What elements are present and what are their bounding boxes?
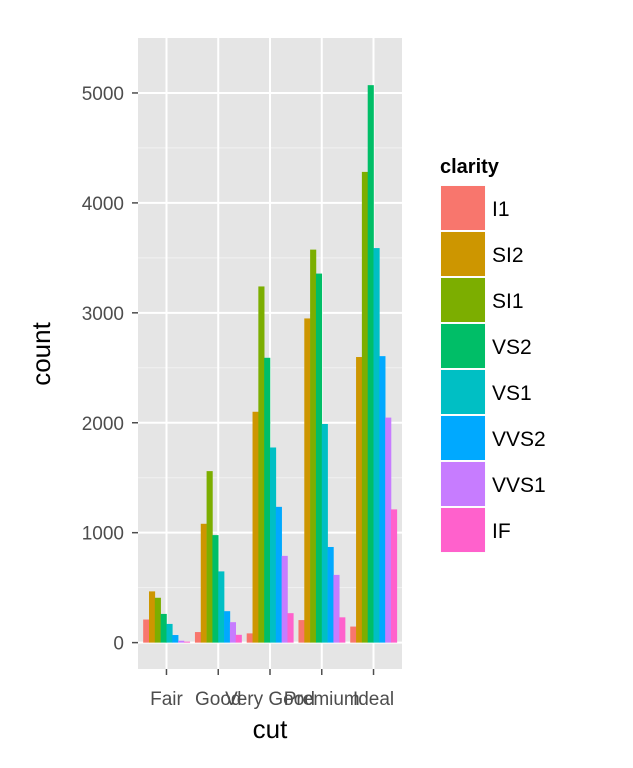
bar — [287, 613, 294, 643]
bar — [304, 318, 311, 643]
legend-label: SI1 — [492, 290, 524, 313]
bar — [391, 509, 398, 643]
x-tick-label: Ideal — [353, 689, 394, 710]
bar — [373, 248, 380, 643]
bar — [246, 633, 253, 643]
y-tick-label: 2000 — [82, 414, 124, 435]
legend-label: VVS1 — [492, 474, 546, 497]
bar — [275, 506, 282, 643]
bar — [315, 273, 323, 643]
bar — [270, 447, 277, 643]
bar — [367, 85, 374, 643]
bar — [200, 523, 207, 643]
bar — [339, 617, 346, 643]
bar — [333, 574, 340, 643]
bar — [149, 591, 156, 643]
y-axis-title: count — [26, 321, 56, 385]
bar — [172, 635, 179, 643]
legend-label: VS1 — [492, 382, 532, 405]
legend-key — [441, 324, 485, 368]
bar — [235, 634, 242, 643]
bar — [252, 411, 259, 643]
bar — [385, 417, 392, 643]
bar — [160, 613, 167, 643]
x-axis-title: cut — [253, 714, 288, 744]
x-tick-label: Premium — [284, 689, 360, 710]
legend-key — [441, 370, 485, 414]
legend-label: I1 — [492, 198, 510, 221]
bar — [206, 471, 213, 643]
legend-key — [441, 416, 485, 460]
bar — [379, 356, 386, 643]
bar — [361, 171, 369, 643]
bar — [356, 357, 363, 643]
y-tick-label: 0 — [113, 634, 124, 655]
bar — [321, 423, 328, 643]
x-tick-label: Good — [195, 689, 241, 710]
legend-key — [441, 278, 485, 322]
bar — [166, 623, 173, 643]
bar — [178, 640, 185, 643]
y-tick-label: 4000 — [82, 194, 124, 215]
x-tick-label: Very Good — [225, 689, 315, 710]
y-tick-label: 3000 — [82, 304, 124, 325]
legend: clarity I1 SI2 SI1 VS2 VS1 VVS2 VVS1 IF — [439, 156, 546, 554]
y-tick-label: 1000 — [82, 524, 124, 545]
legend-key — [441, 508, 485, 552]
x-tick-label: Fair — [150, 689, 183, 710]
bar — [183, 641, 191, 643]
bar — [224, 611, 231, 643]
legend-key — [441, 186, 485, 230]
bar — [258, 286, 265, 643]
bar — [264, 357, 271, 643]
y-tick-label: 5000 — [82, 84, 124, 105]
bars — [143, 85, 398, 643]
bar — [310, 249, 317, 643]
bar — [218, 571, 225, 643]
bar — [281, 555, 288, 643]
bar — [143, 619, 150, 643]
legend-key — [441, 462, 485, 506]
bar — [212, 535, 219, 643]
y-axis: 0 1000 2000 3000 4000 5000 — [82, 84, 138, 655]
legend-title: clarity — [440, 156, 500, 178]
bar — [154, 597, 161, 643]
legend-label: IF — [492, 520, 511, 543]
bar — [298, 620, 305, 643]
legend-label: VS2 — [492, 336, 532, 359]
bar — [327, 546, 334, 643]
legend-label: VVS2 — [492, 428, 546, 451]
bar — [194, 632, 202, 643]
legend-label: SI2 — [492, 244, 524, 267]
bar — [229, 622, 237, 643]
bar — [350, 626, 357, 643]
legend-key — [441, 232, 485, 276]
